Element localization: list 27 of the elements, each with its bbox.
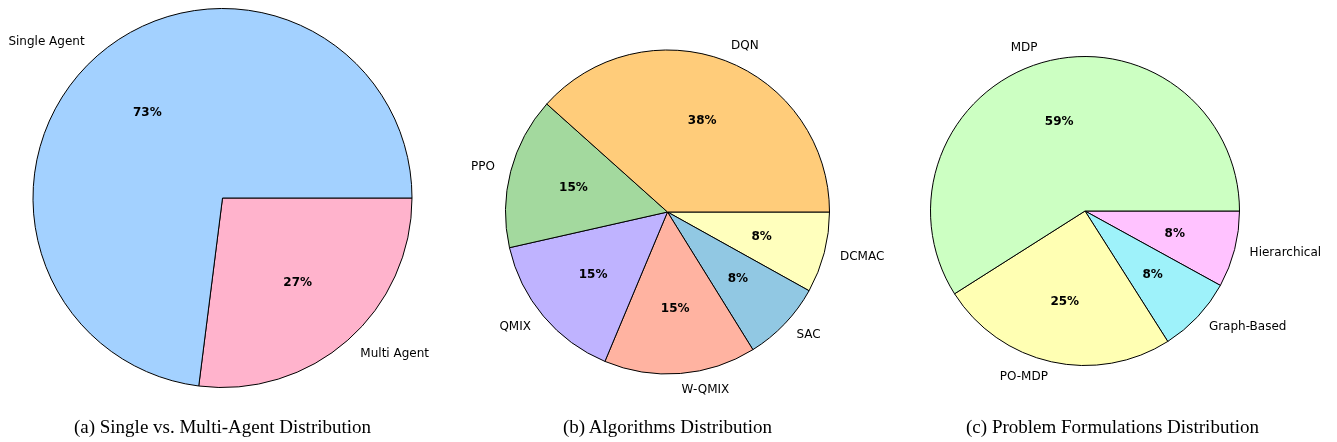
data-label: 73% bbox=[132, 104, 162, 119]
slice-label: MDP bbox=[1010, 39, 1038, 54]
slice-label: SAC bbox=[796, 327, 821, 342]
data-label: 8% bbox=[1164, 226, 1185, 241]
data-label: 15% bbox=[660, 301, 690, 316]
data-label: 25% bbox=[1050, 293, 1080, 308]
data-label: 8% bbox=[1142, 266, 1163, 281]
data-label: 15% bbox=[559, 179, 588, 194]
slice-label: PO-MDP bbox=[999, 368, 1048, 383]
data-label: 27% bbox=[283, 275, 313, 290]
text: (b) Algorithms Distribution bbox=[562, 416, 773, 438]
slice-label: PPO bbox=[471, 159, 496, 174]
data-label: 59% bbox=[1044, 114, 1074, 129]
text: (c) Problem Formulations Distribution bbox=[965, 416, 1260, 438]
slice-label: Single Agent bbox=[8, 33, 85, 48]
data-label: 15% bbox=[578, 266, 608, 281]
slice-label: Multi Agent bbox=[360, 346, 430, 361]
data-label: 38% bbox=[687, 113, 717, 128]
slice-label: Hierarchical bbox=[1249, 245, 1322, 260]
slice-label: W-QMIX bbox=[681, 381, 730, 396]
slice-label: DCMAC bbox=[839, 248, 885, 263]
text: (a) Single vs. Multi-Agent Distribution bbox=[72, 416, 373, 438]
slice-label: QMIX bbox=[499, 318, 531, 333]
slice-label: Graph-Based bbox=[1208, 319, 1287, 334]
data-label: 8% bbox=[727, 271, 749, 286]
slice-label: DQN bbox=[731, 37, 759, 52]
data-label: 8% bbox=[751, 228, 772, 243]
